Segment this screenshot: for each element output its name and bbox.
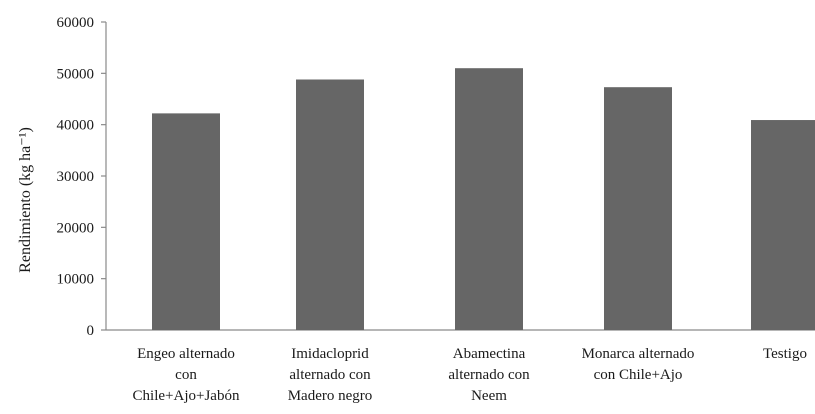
y-tick-label: 60000 — [57, 15, 95, 31]
bar-5 — [751, 120, 815, 331]
y-tick-label: 0 — [87, 323, 95, 339]
x-category-label: Engeo alternado — [137, 346, 235, 362]
x-category-label: alternado con — [289, 367, 371, 383]
y-axis-title: Rendimiento (kg ha⁻¹) — [17, 127, 34, 273]
y-axis-title-group: Rendimiento (kg ha⁻¹) — [17, 127, 34, 273]
x-category-label: alternado con — [448, 367, 530, 383]
y-tick-label: 10000 — [57, 272, 95, 288]
bar-1 — [152, 113, 220, 330]
bar-3 — [455, 68, 523, 330]
x-category-label: Monarca alternado — [582, 346, 695, 362]
bar-4 — [604, 87, 672, 331]
x-category-label: Imidacloprid — [291, 346, 369, 362]
x-category-label: Neem — [471, 388, 507, 404]
x-category-label: Madero negro — [288, 388, 373, 404]
x-category-label: Testigo — [763, 346, 807, 362]
y-tick-label: 30000 — [57, 169, 95, 185]
y-tick-label: 20000 — [57, 220, 95, 236]
bar-2 — [296, 79, 364, 330]
x-category-label: con — [175, 367, 197, 383]
bars — [152, 68, 815, 331]
x-category-label: Abamectina — [453, 346, 526, 362]
y-tick-label: 50000 — [57, 66, 95, 82]
y-tick-label: 40000 — [57, 118, 95, 134]
y-axis-ticks: 0 10000 20000 30000 40000 50000 60000 — [57, 15, 106, 339]
x-category-label: con Chile+Ajo — [594, 367, 683, 383]
category-labels: Engeo alternado con Chile+Ajo+Jabón Imidacl… — [133, 346, 807, 404]
x-category-label: Chile+Ajo+Jabón — [133, 388, 240, 404]
